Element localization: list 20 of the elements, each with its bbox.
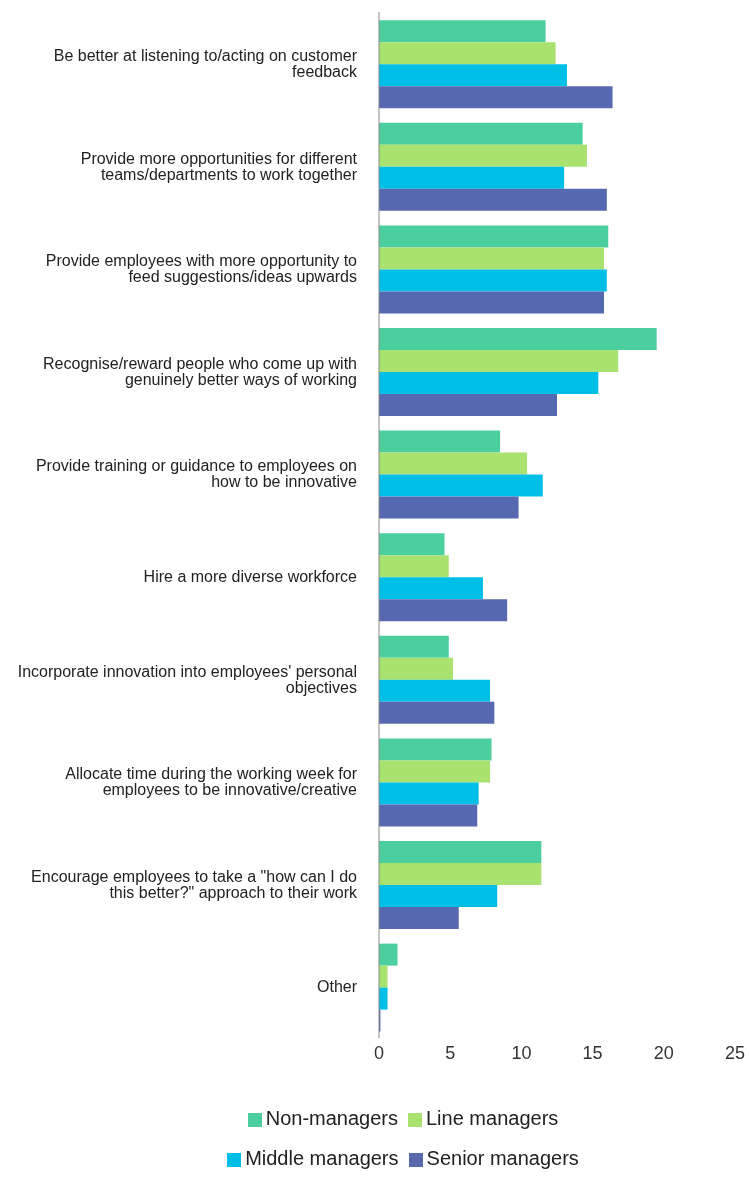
y-tick-label: Provide training or guidance to employees on how to be innovative xyxy=(35,457,358,491)
y-tick-label: Hire a more diverse workforce xyxy=(143,567,358,585)
x-tick-label: 25 xyxy=(724,1042,746,1063)
x-tick-label: 15 xyxy=(582,1042,603,1063)
x-tick-label: 10 xyxy=(511,1042,532,1063)
y-tick-label: Allocate time during the working week for employees to be innovative/creative xyxy=(65,765,358,799)
x-tick-label: 5 xyxy=(445,1042,456,1063)
x-tick-label: 20 xyxy=(653,1042,674,1063)
legend-label: Senior managers xyxy=(426,1147,579,1169)
y-tick-label: Provide more opportunities for different teams/departments to work together xyxy=(80,149,358,183)
legend-label: Non-managers xyxy=(265,1107,398,1129)
legend-label: Middle managers xyxy=(245,1147,399,1169)
y-tick-label: Incorporate innovation into employees' personal objectives xyxy=(17,662,357,696)
y-tick-label: Encourage employees to take a "how can I do this better?" approach to their work xyxy=(31,867,358,901)
y-tick-label: Other xyxy=(316,978,358,996)
y-tick-label: Be better at listening to/acting on customer feedback xyxy=(53,46,358,80)
y-tick-label: Provide employees with more opportunity to feed suggestions/ideas upwards xyxy=(45,252,358,286)
y-tick-label: Recognise/reward people who come up with genuinely better ways of working xyxy=(43,354,357,388)
legend-label: Line managers xyxy=(425,1107,559,1129)
x-tick-label: 0 xyxy=(373,1042,385,1063)
